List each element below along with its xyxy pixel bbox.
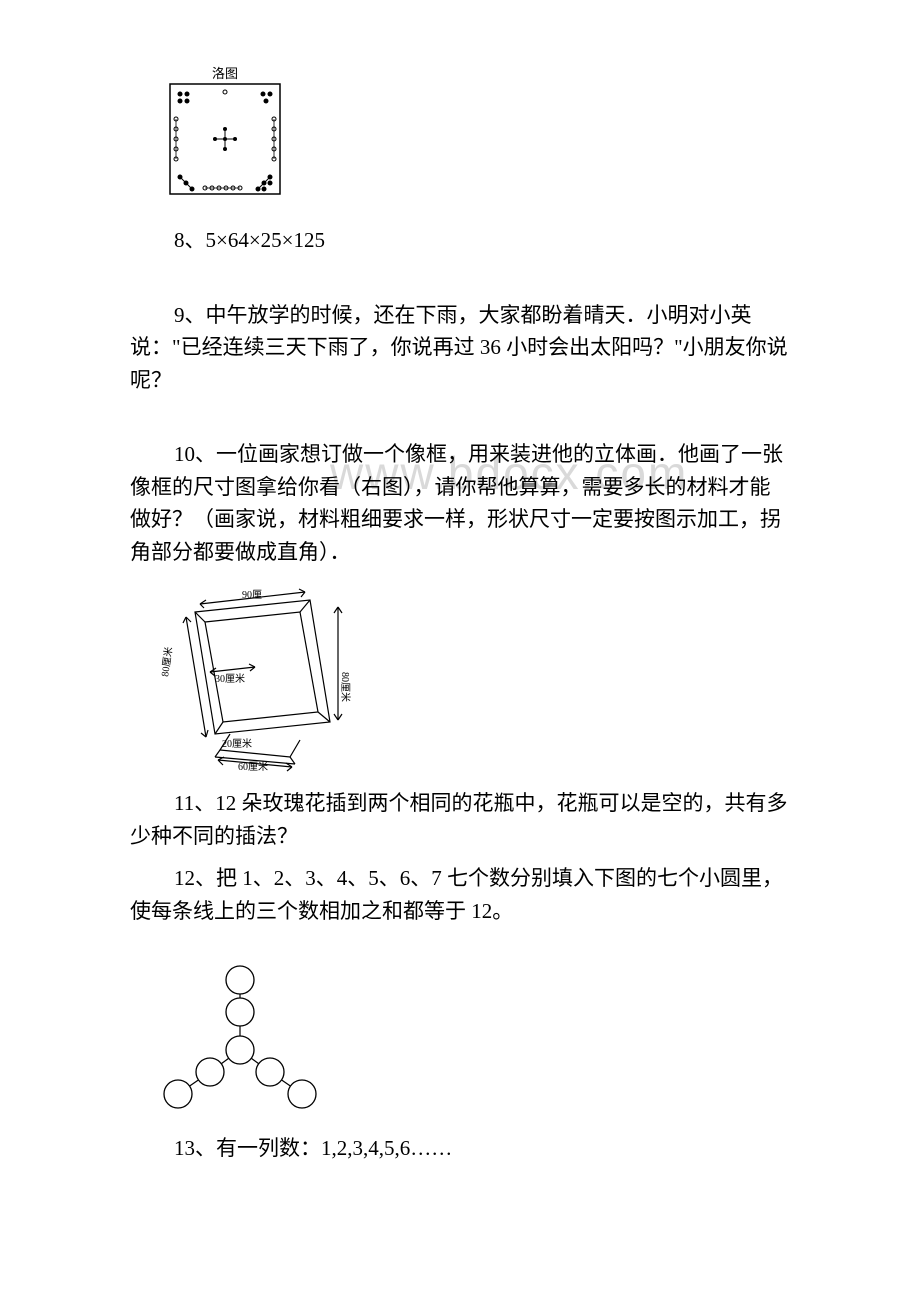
question-13: 13、有一列数：1,2,3,4,5,6…… (130, 1132, 790, 1165)
question-12: 12、把 1、2、3、4、5、6、7 七个数分别填入下图的七个小圆里，使每条线上… (130, 862, 790, 927)
svg-text:80厘米: 80厘米 (339, 672, 352, 702)
svg-text:30厘米: 30厘米 (215, 672, 245, 685)
question-9: 9、中午放学的时候，还在下雨，大家都盼着晴天．小明对小英说："已经连续三天下雨了… (130, 299, 790, 397)
svg-text:90厘: 90厘 (242, 589, 262, 601)
svg-text:20厘米: 20厘米 (222, 737, 252, 750)
circle-diagram (160, 962, 790, 1122)
question-10: 10、一位画家想订做一个像框，用来装进他的立体画．他画了一张像框的尺寸图拿给你看… (130, 438, 790, 568)
circle-nodes (164, 966, 316, 1108)
frame-lines (183, 589, 342, 771)
svg-text:60厘米: 60厘米 (238, 760, 268, 772)
circle-svg (160, 962, 330, 1117)
frame-svg: 90厘 80厘米 80厘米 30厘米 20厘米 60厘米 (160, 582, 360, 772)
question-11: 11、12 朵玫瑰花插到两个相同的花瓶中，花瓶可以是空的，共有多少种不同的插法？ (130, 787, 790, 852)
luotu-title: 洛图 (212, 66, 238, 81)
frame-diagram: 90厘 80厘米 80厘米 30厘米 20厘米 60厘米 (160, 582, 790, 777)
luotu-svg: 洛图 (160, 64, 290, 209)
question-8: 8、5×64×25×125 (130, 224, 790, 257)
svg-text:80厘米: 80厘米 (160, 646, 175, 678)
luotu-figure: 洛图 (160, 64, 790, 214)
